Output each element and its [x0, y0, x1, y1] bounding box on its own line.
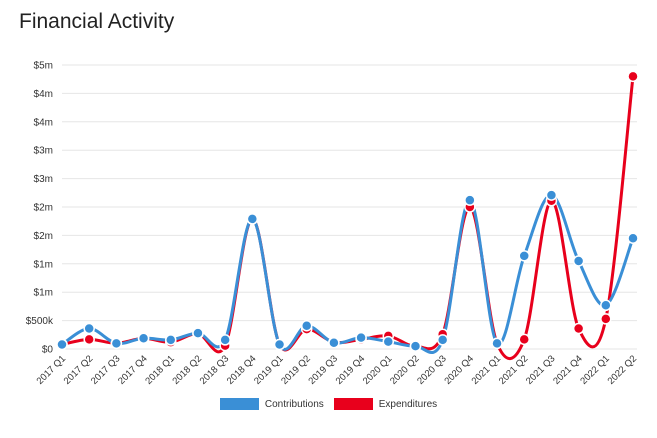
x-tick-label: 2022 Q1: [578, 353, 612, 387]
y-tick-label: $2m: [34, 231, 53, 242]
x-tick-label: 2022 Q2: [606, 353, 640, 387]
y-tick-label: $0: [42, 345, 54, 356]
y-tick-label: $5m: [34, 61, 53, 72]
point-contributions[interactable]: [165, 334, 177, 346]
point-contributions[interactable]: [572, 255, 585, 267]
point-contributions[interactable]: [436, 334, 449, 346]
point-expenditures[interactable]: [627, 70, 639, 83]
x-tick-label: 2017 Q4: [116, 353, 150, 387]
point-contributions[interactable]: [192, 327, 204, 339]
x-tick-label: 2019 Q3: [306, 353, 340, 387]
y-tick-label: $4m: [34, 89, 53, 100]
y-tick-label: $500k: [26, 316, 54, 327]
chart-title: Financial Activity: [19, 10, 175, 33]
y-tick-label: $2m: [34, 203, 53, 214]
point-expenditures[interactable]: [518, 333, 530, 346]
point-contributions[interactable]: [273, 338, 286, 351]
series-line-expenditures: [60, 74, 635, 360]
point-contributions[interactable]: [518, 250, 530, 262]
y-tick-label: $4m: [34, 117, 53, 128]
point-contributions[interactable]: [627, 232, 639, 244]
x-tick-label: 2019 Q4: [334, 353, 368, 387]
x-tick-label: 2017 Q2: [62, 353, 96, 387]
point-contributions[interactable]: [328, 337, 340, 349]
x-tick-label: 2020 Q1: [361, 353, 395, 387]
y-tick-label: $3m: [34, 174, 53, 185]
point-contributions[interactable]: [464, 194, 476, 206]
point-expenditures[interactable]: [572, 322, 585, 335]
x-tick-label: 2019 Q1: [252, 353, 286, 387]
legend-swatch-contributions: [219, 398, 259, 410]
x-tick-label: 2018 Q4: [225, 353, 259, 387]
point-contributions[interactable]: [56, 338, 68, 351]
y-tick-label: $1m: [34, 288, 53, 299]
legend-label-expenditures: Expenditures: [378, 398, 438, 410]
point-contributions[interactable]: [491, 337, 503, 350]
grid-lines: [62, 64, 637, 350]
point-contributions[interactable]: [409, 340, 422, 352]
y-axis-ticks: $0 $500k $1m $1m $2m $2m $3m $3m $4m $4m $5m: [26, 61, 54, 356]
legend-item-contributions[interactable]: Contributions: [219, 398, 324, 410]
legend-label-contributions: Contributions: [264, 398, 324, 410]
point-contributions[interactable]: [355, 331, 367, 344]
x-tick-label: 2021 Q4: [551, 353, 585, 387]
x-tick-label: 2020 Q3: [415, 353, 449, 387]
point-contributions[interactable]: [110, 337, 123, 350]
legend-swatch-expenditures: [333, 398, 373, 410]
y-tick-label: $1m: [34, 259, 53, 270]
y-tick-label: $3m: [34, 146, 53, 157]
series-points[interactable]: [56, 70, 639, 352]
point-contributions[interactable]: [83, 322, 95, 335]
x-tick-label: 2017 Q1: [35, 353, 69, 387]
x-tick-label: 2020 Q2: [388, 353, 422, 387]
point-expenditures[interactable]: [600, 313, 612, 325]
x-tick-label: 2018 Q3: [198, 353, 232, 387]
chart-legend: Contributions Expenditures: [0, 398, 657, 410]
point-contributions[interactable]: [219, 334, 231, 346]
point-contributions[interactable]: [300, 319, 313, 332]
series-lines: [60, 74, 635, 360]
x-tick-label: 2017 Q3: [89, 353, 123, 387]
x-tick-label: 2018 Q2: [171, 353, 205, 387]
point-contributions[interactable]: [600, 299, 612, 312]
x-tick-label: 2020 Q4: [442, 353, 476, 387]
series-line-contributions: [60, 193, 635, 354]
point-contributions[interactable]: [137, 332, 150, 344]
point-contributions[interactable]: [545, 189, 558, 201]
x-tick-label: 2021 Q1: [470, 353, 504, 387]
x-tick-label: 2021 Q3: [524, 353, 558, 387]
point-contributions[interactable]: [382, 335, 395, 348]
legend-item-expenditures[interactable]: Expenditures: [333, 398, 438, 410]
x-tick-label: 2018 Q1: [143, 353, 177, 387]
x-tick-label: 2019 Q2: [279, 353, 313, 387]
point-contributions[interactable]: [246, 213, 259, 225]
point-expenditures[interactable]: [83, 333, 95, 346]
